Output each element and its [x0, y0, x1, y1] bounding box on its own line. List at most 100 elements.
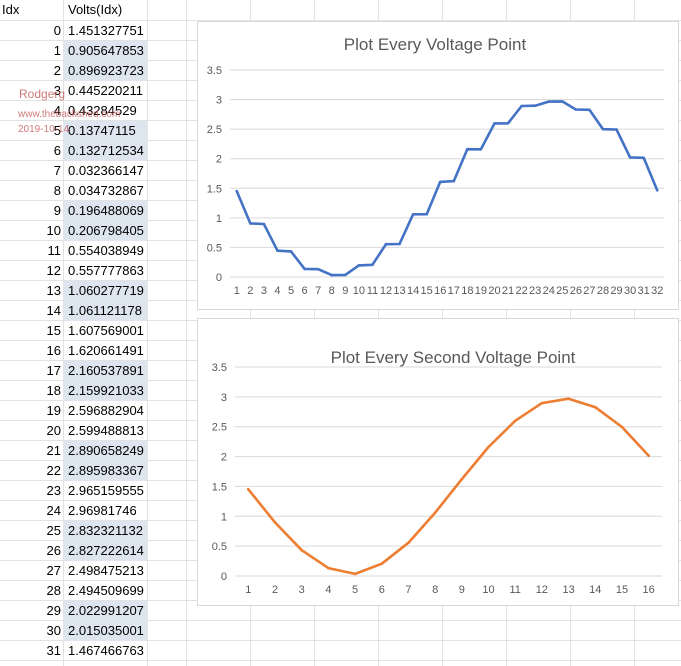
cell-idx[interactable]: 25: [46, 523, 61, 538]
cell-idx[interactable]: 19: [46, 403, 61, 418]
chart1-x-tick-label: 32: [651, 285, 663, 297]
cell-volts[interactable]: 2.596882904: [68, 403, 144, 418]
chart1-x-tick-label: 16: [434, 285, 446, 297]
cell-volts[interactable]: 2.159921033: [63, 381, 147, 401]
cell-volts[interactable]: 0.896923723: [63, 61, 147, 81]
chart1-x-tick-label: 19: [475, 285, 487, 297]
cell-volts[interactable]: 0.196488069: [63, 201, 147, 221]
chart1-y-tick-label: 2: [216, 154, 222, 166]
cell-volts[interactable]: 2.015035001: [63, 621, 147, 641]
cell-idx[interactable]: 17: [46, 363, 61, 378]
cell-volts[interactable]: 2.498475213: [68, 563, 144, 578]
chart1-data-point: [438, 180, 442, 184]
cell-volts[interactable]: 2.832321132: [63, 521, 147, 541]
cell-idx[interactable]: 13: [46, 283, 61, 298]
chart-every-second-voltage-point-svg: Plot Every Second Voltage Point 0 0.5 1 1.5 2…: [212, 348, 662, 596]
chart1-data-point: [655, 188, 659, 192]
watermark-date: 2019-10-14: [18, 124, 70, 135]
chart2-data-point: [567, 397, 570, 400]
chart2-x-tick-label: 2: [272, 584, 278, 596]
cell-volts[interactable]: 0.034732867: [68, 183, 144, 198]
cell-volts[interactable]: 2.494509699: [68, 583, 144, 598]
chart2-y-tick-label: 2.5: [212, 422, 227, 434]
cell-idx[interactable]: 24: [46, 503, 61, 518]
chart2-x-tick-label: 13: [562, 584, 574, 596]
cell-idx[interactable]: 8: [53, 183, 61, 198]
chart1-y-tick-label: 0.5: [207, 242, 222, 254]
cell-idx[interactable]: 12: [46, 263, 61, 278]
cell-volts[interactable]: 0.905647853: [63, 41, 147, 61]
cell-idx[interactable]: 15: [46, 323, 61, 338]
chart1-data-point: [561, 100, 564, 103]
cell-volts[interactable]: 2.160537891: [63, 361, 147, 381]
cell-idx[interactable]: 5: [53, 123, 61, 138]
cell-volts[interactable]: 2.965159555: [68, 483, 144, 498]
cell-idx[interactable]: 2: [53, 63, 61, 78]
cell-idx[interactable]: 29: [46, 603, 61, 618]
cell-volts[interactable]: 1.620661491: [68, 343, 144, 358]
chart1-y-tick-label: 1.5: [207, 183, 222, 195]
cell-volts[interactable]: 1.451327751: [68, 23, 144, 38]
cell-volts[interactable]: 2.96981746: [68, 503, 137, 518]
cell-idx[interactable]: 6: [53, 143, 61, 158]
chart-every-voltage-point-svg: Plot Every Voltage Point 0 0.5 1 1.5 2 2.5 3 3.5…: [207, 35, 664, 297]
cell-idx[interactable]: 4: [53, 103, 61, 118]
cell-idx[interactable]: 9: [53, 203, 61, 218]
cell-idx[interactable]: 20: [46, 423, 61, 438]
cell-volts[interactable]: 2.599488813: [68, 423, 144, 438]
cell-volts[interactable]: 1.061121178: [63, 301, 147, 321]
chart2-x-tick-label: 16: [643, 584, 655, 596]
cell-idx[interactable]: 7: [53, 163, 61, 178]
cell-idx[interactable]: 1: [53, 43, 61, 58]
chart2-x-tick-label: 12: [536, 584, 548, 596]
chart1-x-tick-label: 30: [624, 285, 636, 297]
watermark-site: www.thebackshed.com: [18, 109, 121, 120]
chart1-data-point: [371, 263, 374, 267]
chart2-x-tick-label: 3: [299, 584, 305, 596]
cell-volts[interactable]: 0.13747115: [63, 121, 147, 141]
cell-volts[interactable]: 0.132712534: [63, 141, 147, 161]
chart1-data-point: [628, 156, 632, 159]
cell-volts[interactable]: 2.022991207: [63, 601, 147, 621]
cell-volts[interactable]: 0.206798405: [63, 221, 147, 241]
cell-idx[interactable]: 11: [47, 243, 62, 258]
chart1-x-tick-label: 29: [610, 285, 622, 297]
cell-idx[interactable]: 30: [46, 623, 61, 638]
cell-idx[interactable]: 22: [46, 463, 61, 478]
cell-volts[interactable]: 2.827222614: [63, 541, 147, 561]
chart2-data-point: [300, 548, 303, 552]
cell-idx[interactable]: 26: [46, 543, 61, 558]
chart1-x-tick-label: 24: [543, 285, 555, 297]
column-header-volts[interactable]: Volts(Idx): [68, 2, 123, 17]
chart-every-second-voltage-point[interactable]: Plot Every Second Voltage Point 0 0.5 1 1.5 2…: [197, 318, 679, 606]
chart2-x-tick-label: 9: [459, 584, 465, 596]
cell-volts[interactable]: 0.554038949: [68, 243, 144, 258]
chart-every-voltage-point[interactable]: Plot Every Voltage Point 0 0.5 1 1.5 2 2.5 3 3.5…: [197, 21, 679, 310]
cell-volts[interactable]: 0.032366147: [68, 163, 144, 178]
cell-volts[interactable]: 0.557777863: [68, 263, 144, 278]
cell-volts[interactable]: 2.895983367: [63, 461, 147, 481]
cell-idx[interactable]: 10: [46, 223, 61, 238]
cell-idx[interactable]: 21: [46, 443, 61, 458]
cell-volts[interactable]: 0.445220211: [68, 83, 143, 98]
cell-volts[interactable]: 1.060277719: [63, 281, 147, 301]
chart1-series-line[interactable]: [235, 100, 659, 277]
chart1-x-tick-label: 27: [583, 285, 595, 297]
chart2-series-line[interactable]: [246, 397, 651, 576]
cell-volts[interactable]: 1.607569001: [68, 323, 144, 338]
cell-idx[interactable]: 3: [53, 83, 61, 98]
chart1-x-tick-label: 22: [515, 285, 527, 297]
cell-idx[interactable]: 23: [46, 483, 61, 498]
cell-volts[interactable]: 1.467466763: [68, 643, 144, 658]
column-header-idx[interactable]: Idx: [2, 2, 20, 17]
cell-idx[interactable]: 16: [46, 343, 61, 358]
cell-idx[interactable]: 18: [46, 383, 61, 398]
cell-idx[interactable]: 14: [46, 303, 61, 318]
chart1-x-tick-label: 12: [380, 285, 392, 297]
cell-volts[interactable]: 0.43284529: [68, 103, 137, 118]
cell-idx[interactable]: 27: [46, 563, 61, 578]
cell-idx[interactable]: 31: [46, 643, 61, 658]
cell-idx[interactable]: 0: [53, 23, 61, 38]
cell-idx[interactable]: 28: [46, 583, 61, 598]
cell-volts[interactable]: 2.890658249: [63, 441, 147, 461]
